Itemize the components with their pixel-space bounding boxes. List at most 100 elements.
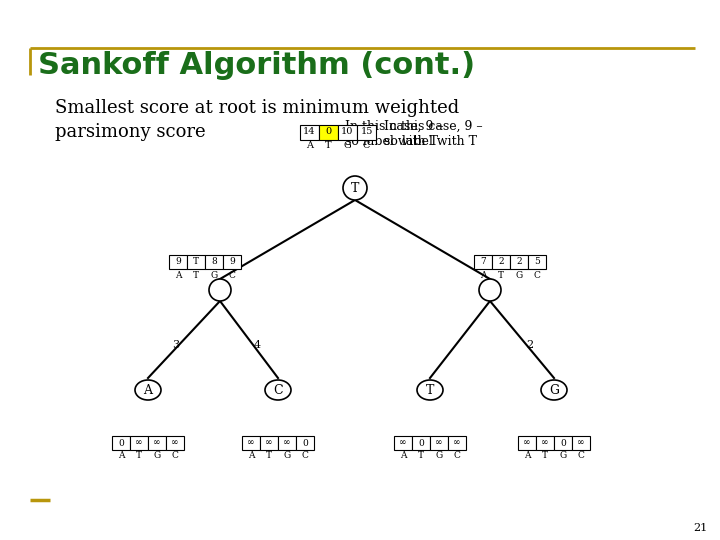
Text: 8: 8 bbox=[211, 258, 217, 267]
Text: Smallest score at root is minimum weighted: Smallest score at root is minimum weight… bbox=[55, 99, 459, 117]
Text: ∞: ∞ bbox=[135, 438, 143, 448]
FancyBboxPatch shape bbox=[518, 436, 536, 450]
Text: In this case, 9 –
so label with T: In this case, 9 – so label with T bbox=[384, 120, 482, 148]
Text: 2: 2 bbox=[516, 258, 522, 267]
Text: ∞: ∞ bbox=[541, 438, 549, 448]
FancyBboxPatch shape bbox=[296, 436, 314, 450]
Text: A: A bbox=[143, 383, 153, 396]
FancyBboxPatch shape bbox=[448, 436, 466, 450]
Text: G: G bbox=[436, 451, 443, 461]
Text: 3: 3 bbox=[172, 340, 179, 350]
Text: 7: 7 bbox=[480, 258, 486, 267]
FancyBboxPatch shape bbox=[412, 436, 430, 450]
Text: 15: 15 bbox=[360, 127, 373, 137]
FancyBboxPatch shape bbox=[554, 436, 572, 450]
FancyBboxPatch shape bbox=[278, 436, 296, 450]
FancyBboxPatch shape bbox=[492, 255, 510, 269]
Circle shape bbox=[209, 279, 231, 301]
Text: G: G bbox=[343, 141, 351, 150]
Text: C: C bbox=[454, 451, 460, 461]
Text: T: T bbox=[193, 258, 199, 267]
Text: 2: 2 bbox=[498, 258, 504, 267]
Text: 2: 2 bbox=[526, 340, 534, 350]
Text: 5: 5 bbox=[534, 258, 540, 267]
Circle shape bbox=[479, 279, 501, 301]
Text: C: C bbox=[577, 451, 585, 461]
Ellipse shape bbox=[265, 380, 291, 400]
Text: A: A bbox=[175, 271, 181, 280]
Text: G: G bbox=[516, 271, 523, 280]
Text: C: C bbox=[363, 141, 370, 150]
FancyBboxPatch shape bbox=[242, 436, 260, 450]
Text: G: G bbox=[210, 271, 217, 280]
FancyBboxPatch shape bbox=[130, 436, 148, 450]
Text: A: A bbox=[523, 451, 530, 461]
FancyBboxPatch shape bbox=[205, 255, 223, 269]
Text: T: T bbox=[418, 451, 424, 461]
Text: G: G bbox=[559, 451, 567, 461]
Text: C: C bbox=[228, 271, 235, 280]
Text: C: C bbox=[273, 383, 283, 396]
Text: 0: 0 bbox=[418, 438, 424, 448]
Text: T: T bbox=[136, 451, 142, 461]
FancyBboxPatch shape bbox=[187, 255, 205, 269]
FancyBboxPatch shape bbox=[260, 436, 278, 450]
Text: 9: 9 bbox=[229, 258, 235, 267]
Text: T: T bbox=[426, 383, 434, 396]
Text: 9: 9 bbox=[175, 258, 181, 267]
Text: C: C bbox=[171, 451, 179, 461]
FancyBboxPatch shape bbox=[536, 436, 554, 450]
FancyBboxPatch shape bbox=[166, 436, 184, 450]
FancyBboxPatch shape bbox=[572, 436, 590, 450]
Text: A: A bbox=[480, 271, 486, 280]
Text: 14: 14 bbox=[303, 127, 316, 137]
Text: 4: 4 bbox=[253, 340, 261, 350]
Text: ∞: ∞ bbox=[171, 438, 179, 448]
FancyBboxPatch shape bbox=[112, 436, 130, 450]
FancyBboxPatch shape bbox=[510, 255, 528, 269]
Text: A: A bbox=[118, 451, 125, 461]
FancyBboxPatch shape bbox=[169, 255, 187, 269]
Text: ∞: ∞ bbox=[577, 438, 585, 448]
Text: C: C bbox=[302, 451, 308, 461]
Text: ∞: ∞ bbox=[153, 438, 161, 448]
Text: G: G bbox=[549, 383, 559, 396]
Text: ∞: ∞ bbox=[283, 438, 291, 448]
Text: T: T bbox=[498, 271, 504, 280]
Text: 21: 21 bbox=[694, 523, 708, 533]
Text: 0: 0 bbox=[560, 438, 566, 448]
Text: T: T bbox=[266, 451, 272, 461]
FancyBboxPatch shape bbox=[319, 125, 338, 139]
FancyBboxPatch shape bbox=[338, 125, 357, 139]
Text: T: T bbox=[351, 181, 359, 194]
FancyBboxPatch shape bbox=[148, 436, 166, 450]
Text: G: G bbox=[284, 451, 291, 461]
Circle shape bbox=[343, 176, 367, 200]
Text: ∞: ∞ bbox=[454, 438, 461, 448]
Text: ∞: ∞ bbox=[265, 438, 273, 448]
Text: In this case, 9 –
so label with T: In this case, 9 – so label with T bbox=[345, 120, 444, 148]
Text: C: C bbox=[534, 271, 541, 280]
Text: 0: 0 bbox=[302, 438, 308, 448]
Text: T: T bbox=[542, 451, 548, 461]
FancyBboxPatch shape bbox=[357, 125, 376, 139]
Ellipse shape bbox=[135, 380, 161, 400]
Text: T: T bbox=[193, 271, 199, 280]
FancyBboxPatch shape bbox=[223, 255, 241, 269]
Text: 0: 0 bbox=[325, 127, 332, 137]
FancyBboxPatch shape bbox=[430, 436, 448, 450]
FancyBboxPatch shape bbox=[528, 255, 546, 269]
FancyBboxPatch shape bbox=[300, 125, 319, 139]
FancyBboxPatch shape bbox=[394, 436, 412, 450]
Text: A: A bbox=[248, 451, 254, 461]
Text: ∞: ∞ bbox=[400, 438, 407, 448]
Text: ∞: ∞ bbox=[436, 438, 443, 448]
Text: 10: 10 bbox=[341, 127, 354, 137]
Text: 0: 0 bbox=[118, 438, 124, 448]
FancyBboxPatch shape bbox=[474, 255, 492, 269]
Ellipse shape bbox=[541, 380, 567, 400]
Text: T: T bbox=[325, 141, 332, 150]
Text: A: A bbox=[400, 451, 406, 461]
Text: Sankoff Algorithm (cont.): Sankoff Algorithm (cont.) bbox=[38, 51, 475, 79]
Text: parsimony score: parsimony score bbox=[55, 123, 206, 141]
